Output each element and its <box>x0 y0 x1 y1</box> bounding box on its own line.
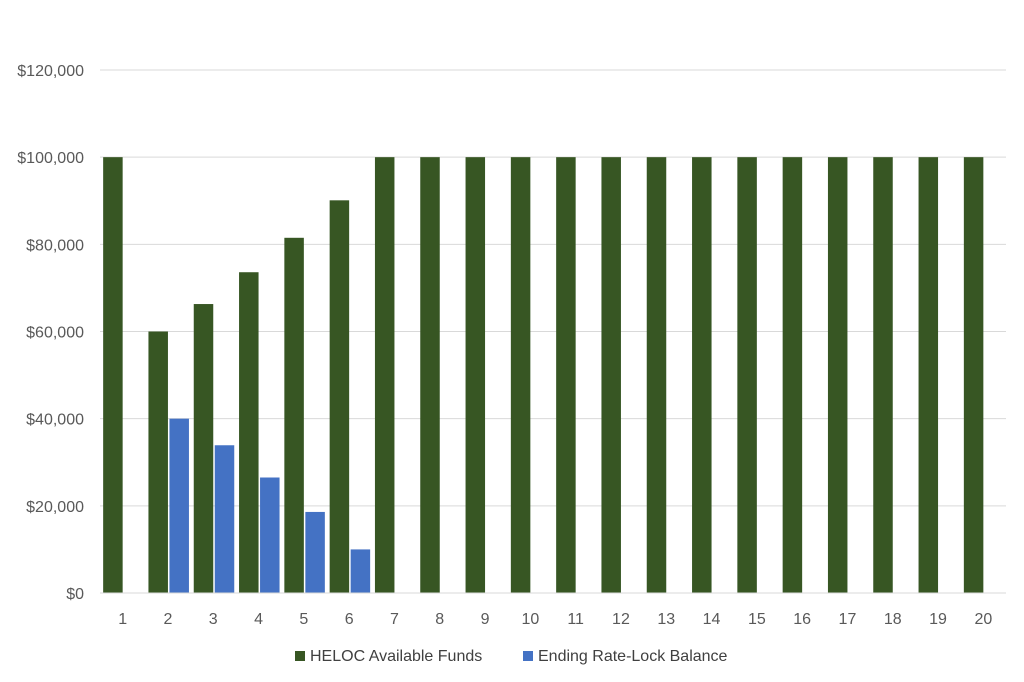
x-tick-label: 7 <box>390 611 399 628</box>
x-tick-label: 8 <box>435 611 444 628</box>
bar-heloc-15 <box>737 157 757 593</box>
y-tick-label: $40,000 <box>26 412 84 429</box>
x-tick-label: 4 <box>254 611 263 628</box>
bar-heloc-7 <box>374 157 395 593</box>
bar-heloc-8 <box>420 157 440 593</box>
bar-heloc-5 <box>284 237 304 593</box>
bar-rate-lock-6 <box>350 549 371 593</box>
x-tick-label: 12 <box>612 611 630 628</box>
bar-rate-lock-3 <box>214 445 235 593</box>
y-tick-label: $20,000 <box>26 499 84 516</box>
x-tick-label: 15 <box>748 611 766 628</box>
x-tick-label: 3 <box>209 611 218 628</box>
bar-heloc-6 <box>329 200 350 594</box>
y-tick-label: $0 <box>66 586 84 603</box>
bar-heloc-2 <box>148 331 168 593</box>
x-tick-label: 13 <box>657 611 675 628</box>
bar-rate-lock-5 <box>305 511 325 593</box>
bar-heloc-12 <box>601 157 621 593</box>
x-tick-label: 11 <box>567 611 584 628</box>
bar-heloc-13 <box>646 157 667 593</box>
x-tick-label: 2 <box>163 611 172 628</box>
y-tick-label: $60,000 <box>26 325 84 342</box>
x-tick-label: 5 <box>299 611 308 628</box>
x-tick-label: 17 <box>839 611 857 628</box>
x-tick-label: 1 <box>118 611 127 628</box>
bar-heloc-19 <box>918 157 939 593</box>
x-tick-label: 19 <box>929 611 947 628</box>
bars <box>103 157 984 594</box>
bar-heloc-1 <box>103 157 123 593</box>
bar-heloc-17 <box>827 157 848 593</box>
x-tick-label: 18 <box>884 611 902 628</box>
gridlines <box>100 69 1006 507</box>
bar-heloc-18 <box>873 157 893 593</box>
x-tick-label: 10 <box>521 611 539 628</box>
bar-heloc-16 <box>782 157 803 593</box>
bar-heloc-11 <box>556 157 576 593</box>
bar-heloc-9 <box>465 157 486 593</box>
y-tick-label: $80,000 <box>26 237 84 254</box>
x-tick-label: 14 <box>703 611 721 628</box>
legend-label-1: Ending Rate-Lock Balance <box>538 648 728 665</box>
axes: $0 $20,000 $40,000 $60,000 $80,000 $100,000 $1… <box>17 63 1006 628</box>
bar-heloc-3 <box>193 304 214 593</box>
x-tick-label: 9 <box>481 611 490 628</box>
bar-rate-lock-2 <box>169 418 189 593</box>
bar-heloc-14 <box>692 157 712 593</box>
bar-rate-lock-4 <box>260 477 280 593</box>
x-tick-label: 6 <box>345 611 354 628</box>
bar-heloc-4 <box>239 272 259 593</box>
legend-swatch-1 <box>523 651 533 661</box>
y-tick-label: $120,000 <box>17 63 84 80</box>
legend-swatch-0 <box>295 651 305 661</box>
legend: HELOC Available Funds Ending Rate-Lock Ba… <box>295 648 728 665</box>
x-tick-label: 20 <box>974 611 992 628</box>
y-tick-label: $100,000 <box>17 150 84 167</box>
bar-heloc-10 <box>510 157 531 593</box>
legend-label-0: HELOC Available Funds <box>310 648 482 665</box>
bar-heloc-20 <box>963 157 984 593</box>
x-tick-label: 16 <box>793 611 811 628</box>
